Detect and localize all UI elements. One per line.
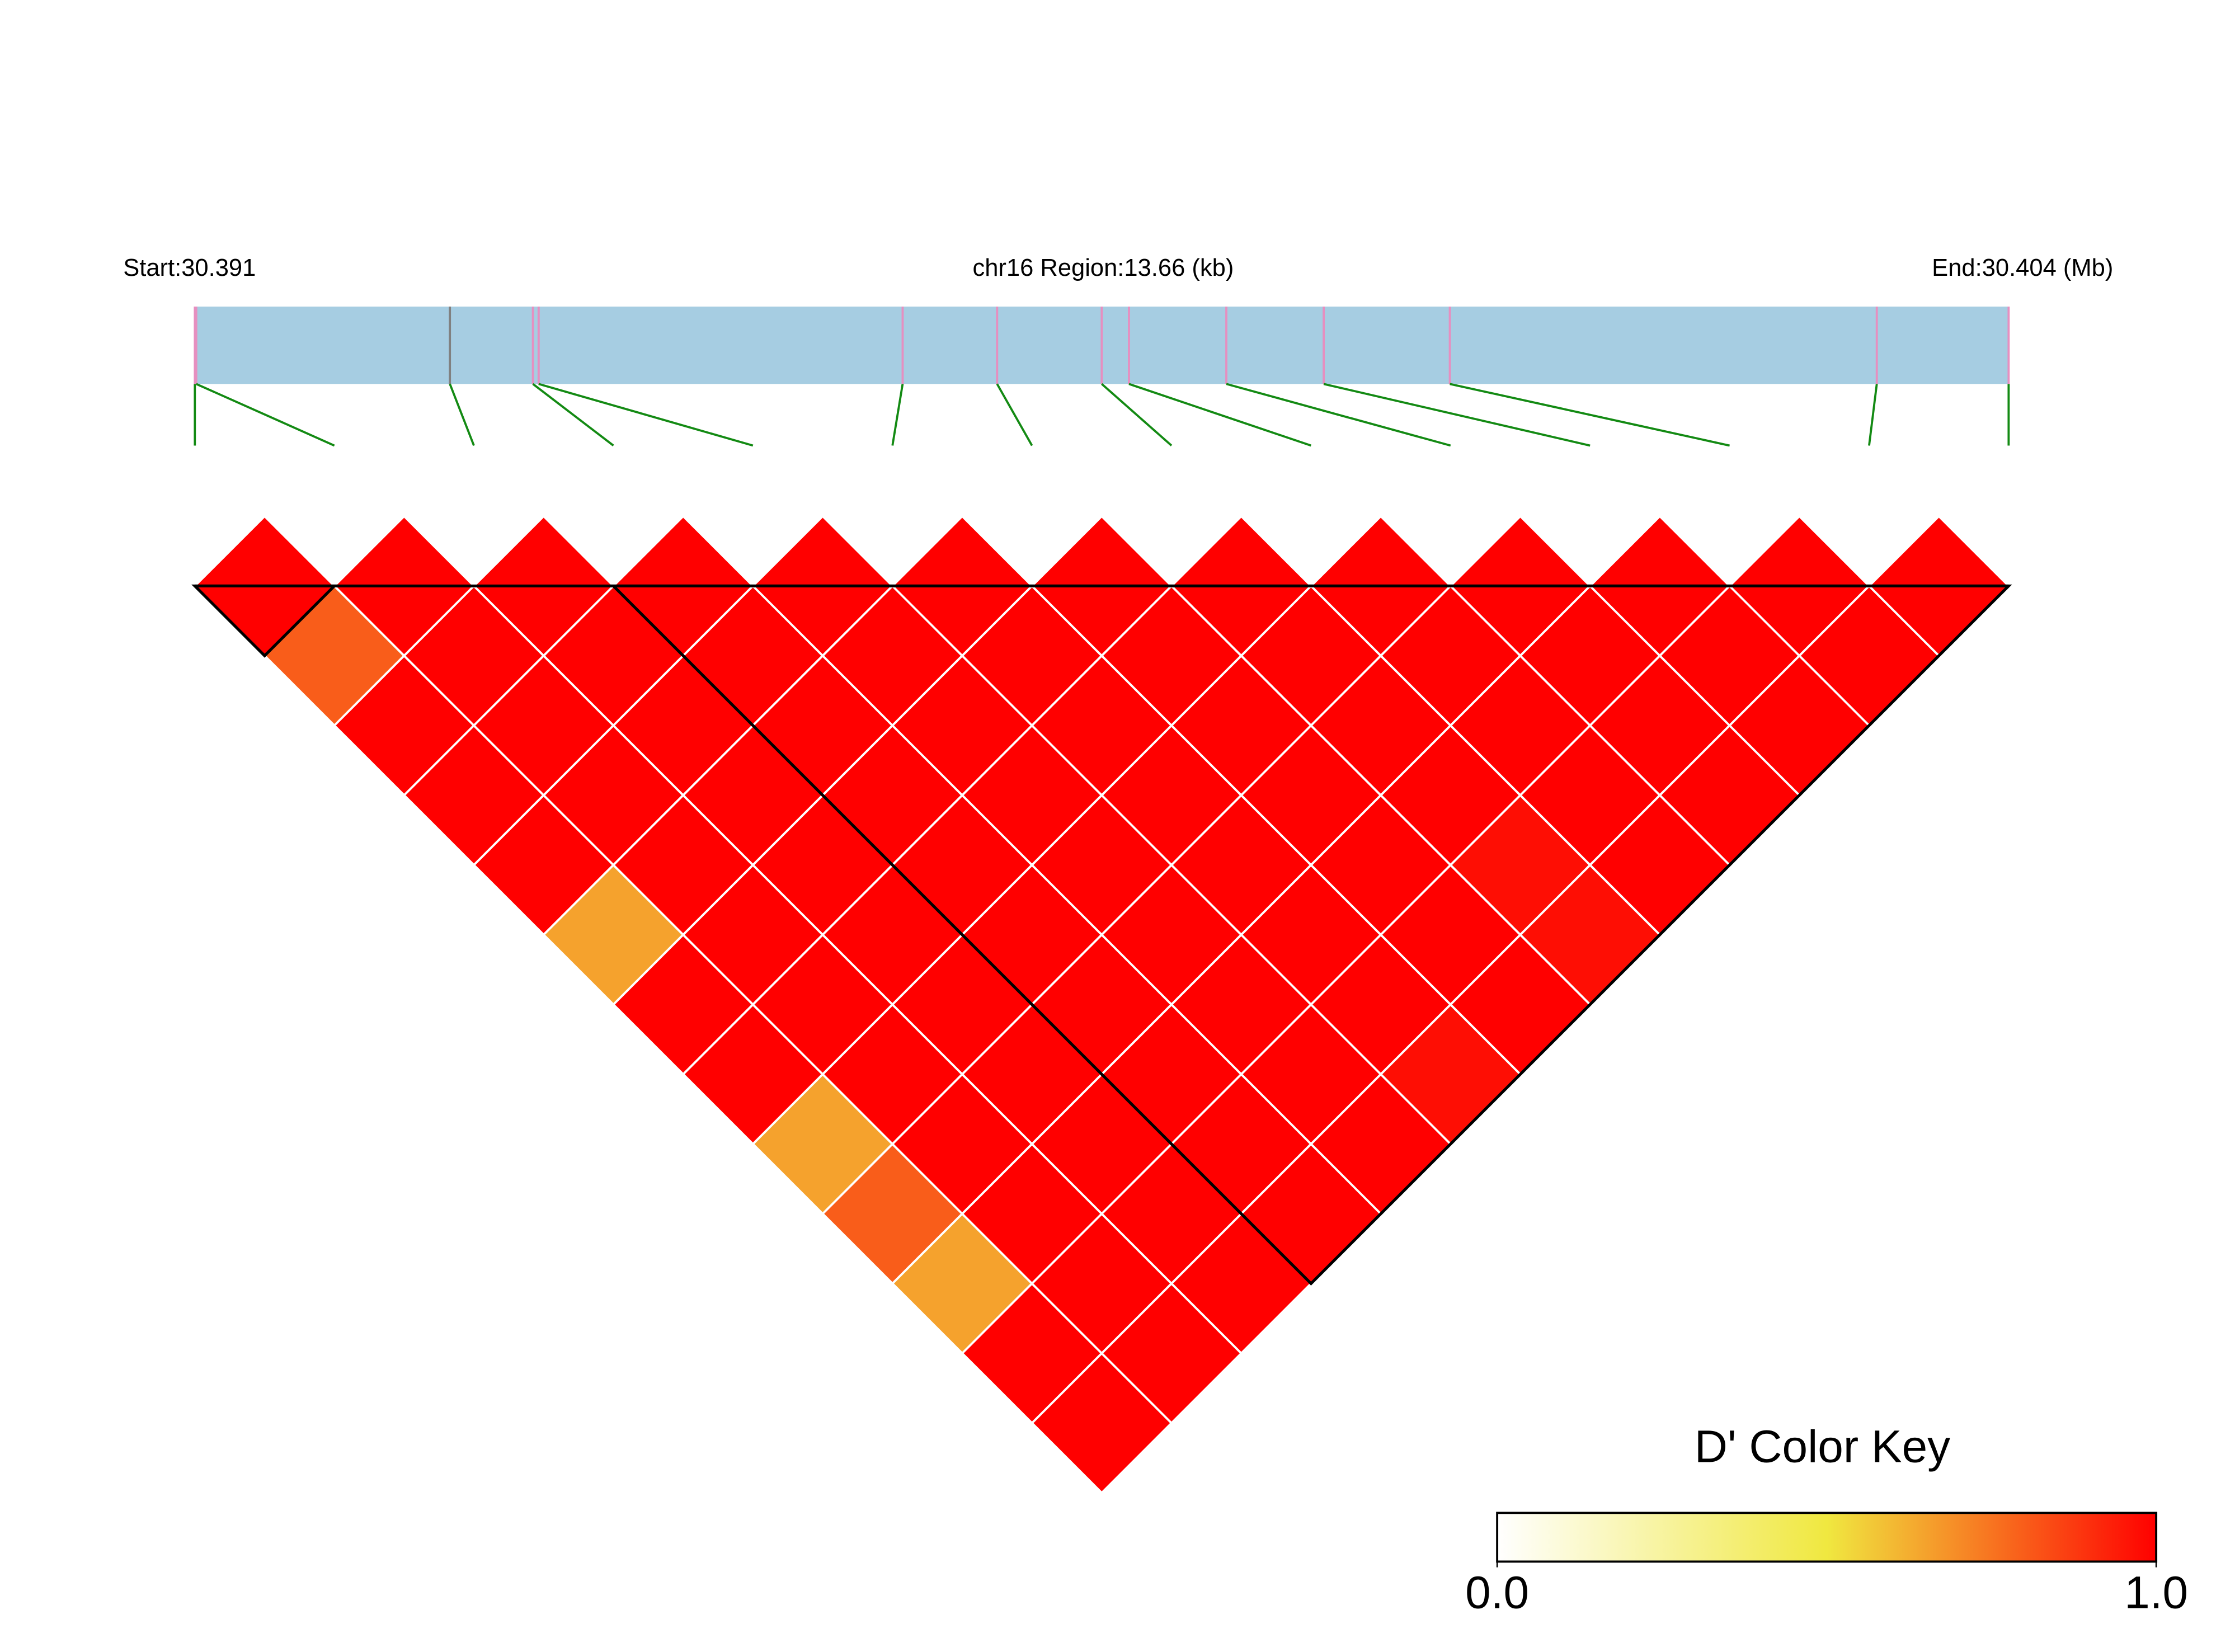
snp-connector [891, 384, 904, 446]
snp-connector [1868, 384, 1878, 446]
snp-connector [449, 383, 475, 446]
colorkey-title: D' Color Key [1695, 1421, 1950, 1472]
snp-connector [1450, 383, 1730, 447]
snp-connector [532, 383, 614, 446]
snp-connector [538, 383, 754, 447]
colorkey-bar [1496, 1512, 2158, 1563]
colorkey-tick-label: 0.0 [1465, 1567, 1529, 1618]
snp-connector [996, 383, 1033, 446]
ld-block [610, 584, 2012, 1286]
start-label: Start:30.391 [123, 255, 256, 281]
snp-connector [1101, 383, 1173, 446]
snp-connector [1226, 383, 1451, 447]
colorkey-tick-label: 1.0 [2124, 1567, 2188, 1618]
snp-connector [1128, 383, 1312, 447]
ld-block [191, 584, 338, 658]
region-label: chr16 Region:13.66 (kb) [972, 255, 1234, 281]
snp-connector [195, 383, 335, 447]
end-label: End:30.404 (Mb) [1932, 255, 2113, 281]
snp-connector [1323, 383, 1591, 447]
